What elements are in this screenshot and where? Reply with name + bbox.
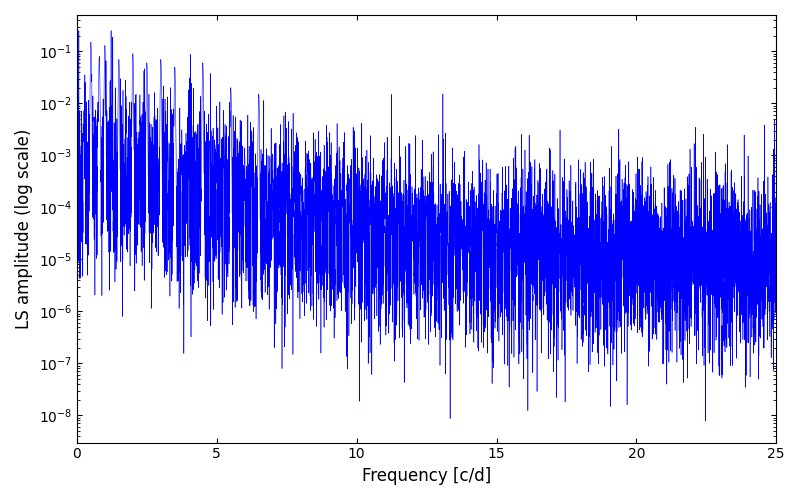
Y-axis label: LS amplitude (log scale): LS amplitude (log scale): [15, 128, 33, 329]
X-axis label: Frequency [c/d]: Frequency [c/d]: [362, 467, 491, 485]
